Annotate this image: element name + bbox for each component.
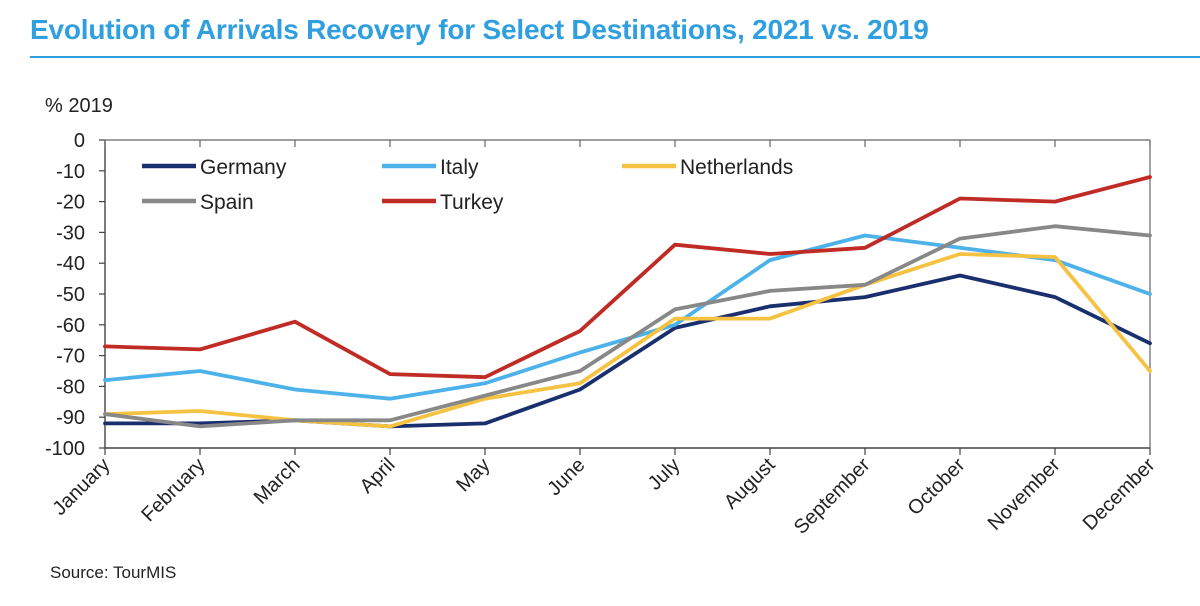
series-line-spain [103, 224, 1152, 429]
legend-label-spain: Spain [200, 191, 254, 214]
y-tick-label: 0 [74, 130, 85, 152]
legend-label-netherlands: Netherlands [680, 156, 793, 179]
x-tick-label: November [984, 454, 1065, 535]
x-tick-label: April [356, 454, 400, 498]
x-tick-label: July [644, 454, 685, 495]
y-tick-label: -20 [56, 192, 85, 214]
series-line-turkey [103, 175, 1152, 380]
y-tick-label: -10 [56, 161, 85, 183]
y-tick-label: -70 [56, 346, 85, 368]
y-tick-label: -90 [56, 407, 85, 429]
x-tick-label: October [904, 454, 970, 520]
chart-series-lines [103, 175, 1152, 429]
y-tick-label: -40 [56, 253, 85, 275]
legend-label-italy: Italy [440, 156, 479, 179]
y-tick-label: -30 [56, 222, 85, 244]
y-tick-label: -80 [56, 376, 85, 398]
series-line-netherlands [103, 252, 1152, 429]
title-rule [30, 56, 1200, 58]
x-tick-label: March [250, 454, 305, 509]
x-tick-label: June [543, 454, 589, 500]
x-tick-label: December [1079, 454, 1160, 535]
x-tick-label: February [137, 454, 209, 526]
chart-legend: Germany Italy Netherlands Spain Turkey [142, 156, 793, 214]
y-axis-unit-label: % 2019 [45, 95, 113, 117]
legend-label-turkey: Turkey [440, 191, 504, 214]
x-tick-label: August [720, 454, 780, 514]
source-note: Source: TourMIS [50, 563, 177, 582]
y-tick-label: -60 [56, 315, 85, 337]
chart-title: Evolution of Arrivals Recovery for Selec… [30, 14, 929, 45]
x-tick-label: May [452, 454, 494, 496]
y-tick-label: -100 [45, 438, 85, 460]
x-tick-label: January [49, 454, 115, 520]
y-tick-label: -50 [56, 284, 85, 306]
series-line-italy [103, 233, 1152, 401]
legend-label-germany: Germany [200, 156, 287, 179]
x-tick-label: September [790, 454, 875, 539]
